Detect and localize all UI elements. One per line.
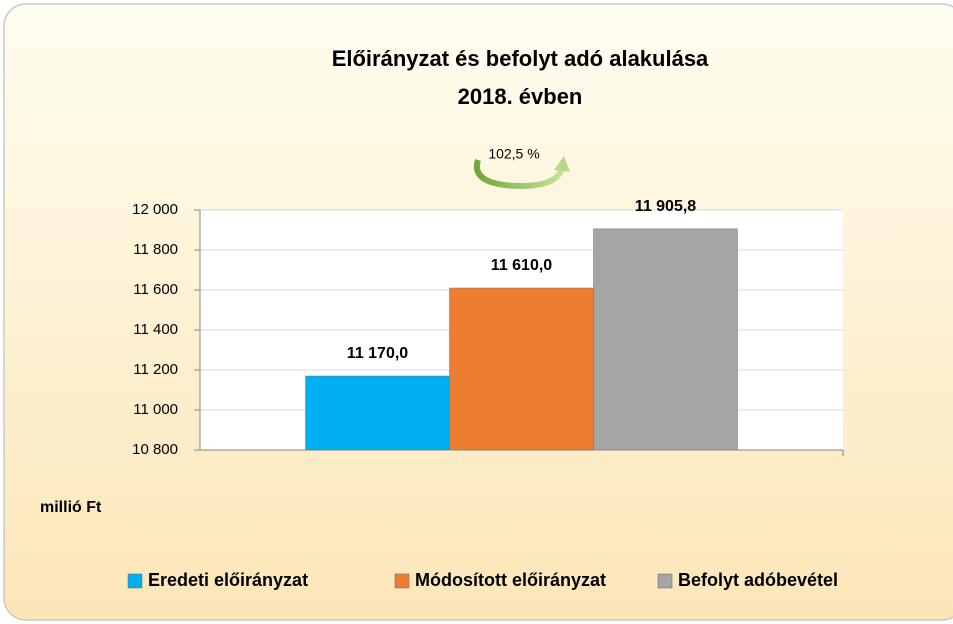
y-axis-label: millió Ft (40, 499, 102, 516)
y-tick-label: 11 200 (133, 361, 178, 378)
chart-subtitle: 2018. évben (458, 84, 583, 109)
y-tick-label: 12 000 (132, 201, 178, 218)
y-tick-label: 11 800 (133, 241, 178, 258)
legend-label: Befolyt adóbevétel (678, 570, 838, 590)
y-tick-label: 11 000 (133, 401, 178, 418)
legend-swatch (394, 573, 410, 589)
legend-label: Módosított előirányzat (415, 570, 606, 590)
value-label: 11 905,8 (635, 198, 697, 215)
y-tick-label: 11 400 (133, 321, 178, 338)
legend-swatch (657, 573, 673, 589)
value-label: 11 610,0 (491, 257, 553, 274)
legend-label: Eredeti előirányzat (148, 570, 308, 590)
bar (449, 287, 594, 451)
y-tick-label: 10 800 (132, 441, 178, 458)
bar (305, 375, 450, 451)
chart-title: Előirányzat és befolyt adó alakulása (332, 46, 709, 71)
growth-arrow (473, 159, 565, 190)
bar (593, 228, 738, 451)
legend-swatch (127, 573, 143, 589)
growth-arrow-head (554, 156, 570, 172)
y-tick-label: 11 600 (133, 281, 178, 298)
annotation: 102,5 % (488, 146, 539, 162)
value-label: 11 170,0 (347, 345, 409, 362)
